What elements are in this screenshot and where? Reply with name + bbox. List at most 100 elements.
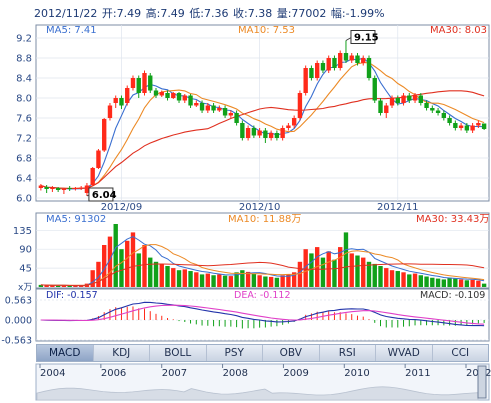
tab-obv[interactable]: OBV [263, 345, 320, 361]
price-x-tick-label: 2012/10 [239, 202, 281, 213]
volume-bar [251, 273, 257, 287]
price-grid [36, 25, 489, 201]
volume-bar [148, 257, 153, 287]
volume-ma5-line [40, 236, 485, 287]
candle-body [165, 93, 170, 98]
price-tick-label: 8.4 [16, 74, 32, 85]
candle-body [125, 88, 130, 103]
candle-body [303, 68, 308, 93]
volume-bar [257, 275, 262, 287]
volume-bar [50, 285, 55, 287]
candle-body [171, 93, 176, 98]
candle-body [136, 78, 141, 93]
candle-body [286, 125, 291, 128]
volume-tick-label: 90 [19, 245, 32, 256]
candle-body [44, 187, 49, 189]
ma10-line [40, 62, 485, 189]
volume-bar [320, 257, 326, 287]
volume-bar [153, 261, 159, 287]
timeline-year-label: 2010 [344, 368, 369, 379]
volume-bar [142, 245, 147, 287]
volume-bar [240, 270, 245, 287]
tab-macd[interactable]: MACD [37, 345, 94, 361]
candle-body [73, 188, 78, 189]
volume-bar [78, 285, 84, 287]
candle-body [251, 128, 257, 136]
volume-bar [303, 249, 308, 287]
candle-body [412, 95, 418, 101]
volume-bar [291, 272, 297, 287]
volume-bar [245, 271, 251, 287]
volume-bar [234, 272, 239, 287]
indicator-tabs: MACD KDJ BOLL PSY OBV RSI WVAD CCI [36, 344, 489, 362]
volume-bar [453, 278, 458, 287]
volume-bar [366, 261, 372, 287]
volume-tick-label: 45 [19, 264, 32, 275]
volume-legend-ma10: MA10: 11.88万 [228, 214, 301, 225]
candle-body [320, 63, 326, 71]
price-tick-label: 6.0 [16, 194, 32, 205]
price-tick-label: 7.6 [16, 114, 32, 125]
tab-boll[interactable]: BOLL [150, 345, 207, 361]
volume-bar [159, 263, 164, 287]
quote-high: 高:7.49 [145, 7, 185, 20]
candle-body [395, 98, 400, 103]
volume-bar [274, 277, 280, 287]
candle-body [314, 63, 320, 78]
tab-wvad[interactable]: WVAD [376, 345, 433, 361]
volume-bar [401, 272, 406, 287]
volume-bar [430, 277, 435, 287]
volume-bar [441, 279, 447, 287]
candle-body [78, 187, 84, 189]
candle-body [107, 105, 113, 118]
candlesticks [38, 40, 487, 196]
candle-body [309, 68, 314, 78]
volume-ma-lines [40, 236, 485, 287]
candle-body [240, 123, 245, 138]
candle-body [453, 123, 458, 128]
tab-cci[interactable]: CCI [451, 347, 470, 359]
volume-y-axis: 135 90 45 [13, 226, 32, 275]
tab-psy[interactable]: PSY [207, 345, 263, 361]
volume-bar [199, 274, 205, 287]
high-annotation: 9.15 [345, 30, 379, 44]
volume-bar [464, 280, 470, 287]
candle-body [291, 118, 297, 126]
volume-bar [38, 284, 44, 287]
quote-date: 2012/11/22 [34, 7, 98, 20]
volume-bar [476, 280, 481, 287]
candle-body [366, 58, 372, 78]
candle-body [96, 150, 101, 168]
macd-tick-label: -0.563 [1, 336, 32, 347]
volume-bar [136, 253, 141, 287]
timeline-year-label: 2008 [223, 368, 248, 379]
candle-body [228, 113, 234, 116]
volume-bar [171, 268, 176, 287]
volume-bar [107, 236, 113, 287]
candle-body [153, 90, 159, 96]
volume-bar [349, 253, 354, 287]
tab-kdj[interactable]: KDJ [94, 345, 150, 361]
candle-body [205, 105, 211, 111]
candle-body [424, 103, 429, 108]
tab-rsi[interactable]: RSI [320, 345, 376, 361]
timeline-selection-handle[interactable] [477, 365, 487, 399]
volume-bar [395, 271, 400, 287]
volume-bar [470, 279, 475, 287]
volume-bar [125, 240, 130, 287]
candle-body [355, 55, 360, 63]
candle-body [119, 98, 124, 106]
price-tick-label: 6.8 [16, 154, 32, 165]
low-annotation: 6.04 [86, 187, 117, 202]
volume-bar [222, 275, 228, 287]
candle-body [332, 58, 337, 68]
candle-body [280, 128, 285, 138]
volume-unit-label: x万 [18, 283, 32, 293]
volume-bar [407, 274, 412, 287]
volume-bar [96, 261, 101, 287]
volume-ma10-line [40, 244, 485, 286]
candle-body [464, 125, 470, 131]
volume-bar [424, 276, 429, 287]
candle-body [361, 58, 366, 63]
